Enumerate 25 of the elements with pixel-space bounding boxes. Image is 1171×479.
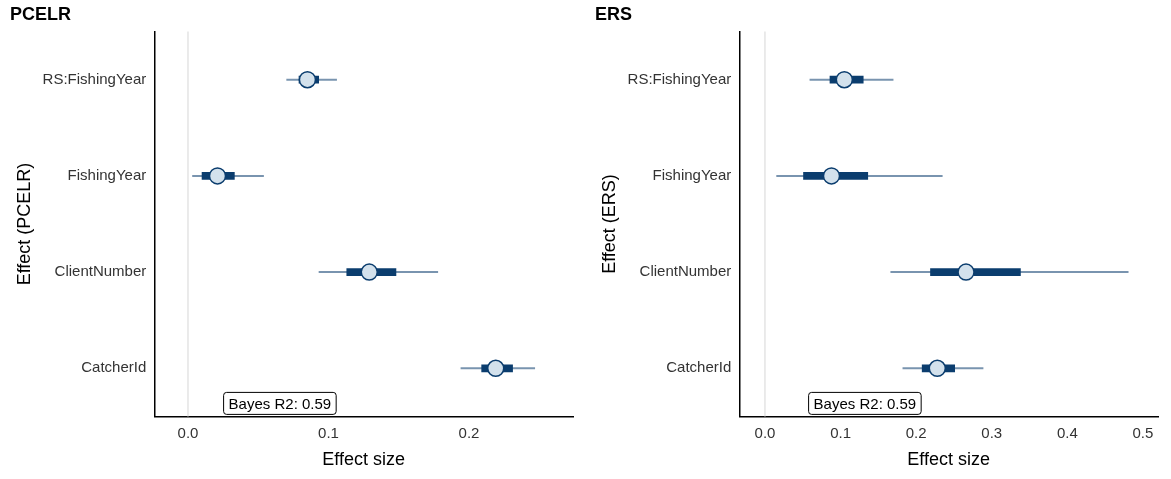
annotation: Bayes R2: 0.59 (813, 394, 917, 412)
y-tick-label: FishingYear (67, 166, 147, 184)
x-axis-title: Effect size (907, 449, 990, 470)
x-tick-label: 0.1 (318, 423, 339, 441)
x-tick-label: 0.2 (458, 423, 480, 441)
x-tick-label: 0.0 (177, 423, 199, 441)
x-tick-label: 0.0 (754, 423, 776, 441)
y-tick-label: RS:FishingYear (42, 69, 147, 87)
y-tick-label: CatcherId (81, 358, 147, 376)
y-tick-label: ClientNumber (54, 262, 147, 280)
chart-title: PCELR (10, 3, 72, 24)
y-tick-label: ClientNumber (639, 262, 732, 280)
x-tick-label: 0.2 (905, 423, 927, 441)
chart-title: ERS (595, 3, 633, 24)
x-tick-label: 0.4 (1056, 423, 1078, 441)
y-axis-title: Effect (PCELR) (13, 162, 34, 286)
x-tick-label: 0.3 (981, 423, 1003, 441)
x-tick-label: 0.5 (1132, 423, 1154, 441)
y-tick-label: CatcherId (666, 358, 732, 376)
x-tick-label: 0.1 (830, 423, 851, 441)
annotation: Bayes R2: 0.59 (228, 394, 332, 412)
y-axis-title: Effect (ERS) (598, 174, 619, 274)
y-tick-label: RS:FishingYear (627, 69, 732, 87)
x-axis-title: Effect size (322, 449, 405, 470)
y-tick-label: FishingYear (652, 166, 732, 184)
